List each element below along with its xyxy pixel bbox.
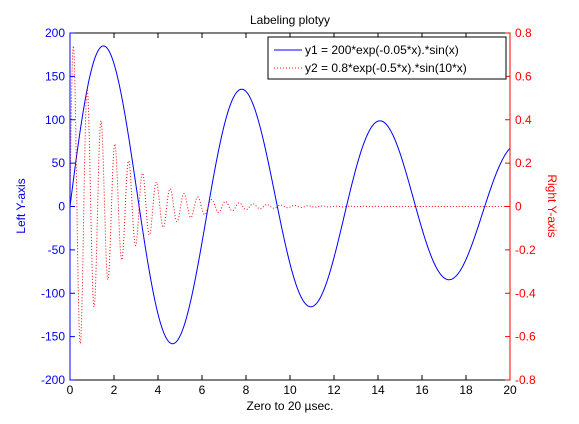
y-left-tick-label: 50 <box>52 156 66 170</box>
x-tick-label: 16 <box>415 383 429 397</box>
y-right-tick-label: 0.4 <box>515 113 532 127</box>
legend: y1 = 200*exp(-0.05*x).*sin(x) y2 = 0.8*e… <box>267 36 507 80</box>
axes-layer: 0 2 4 6 8 10 12 14 16 18 20 -200 -150 -100 -50 0 50 100 15… <box>41 26 536 397</box>
plot-area <box>69 32 511 381</box>
chart-title: Labeling plotyy <box>250 13 330 27</box>
x-axis-label: Zero to 20 µsec. <box>247 399 334 413</box>
x-tick-label: 4 <box>155 383 162 397</box>
y-left-tick-label: 150 <box>45 69 65 83</box>
y-right-tick-label: -0.8 <box>515 373 536 387</box>
x-tick-label: 10 <box>283 383 297 397</box>
left-y-axis-label: Left Y-axis <box>14 178 28 233</box>
y-left-tick-label: 100 <box>45 113 65 127</box>
legend-box <box>267 36 507 80</box>
y-right-tick-label: -0.2 <box>515 243 536 257</box>
x-tick-label: 8 <box>243 383 250 397</box>
y-right-tick-label: 0.8 <box>515 26 532 40</box>
y-left-tick-label: 200 <box>45 26 65 40</box>
y-right-tick-label: -0.4 <box>515 286 536 300</box>
y-left-tick-label: -200 <box>41 373 65 387</box>
x-tick-label: 20 <box>503 383 517 397</box>
x-tick-label: 14 <box>371 383 385 397</box>
y-left-tick-label: -150 <box>41 330 65 344</box>
series-y1-line <box>69 45 511 345</box>
y-right-tick-label: 0.2 <box>515 156 532 170</box>
y-left-tick-label: -50 <box>48 243 66 257</box>
y-right-tick-label: 0 <box>515 200 522 214</box>
x-tick-label: 18 <box>459 383 473 397</box>
x-tick-label: 0 <box>67 383 74 397</box>
y-left-tick-label: -100 <box>41 286 65 300</box>
series-layer <box>69 44 511 345</box>
right-y-axis-label: Right Y-axis <box>545 174 559 237</box>
series-y2-line <box>69 44 510 345</box>
legend-entry-y2: y2 = 0.8*exp(-0.5*x).*sin(10*x) <box>305 61 467 75</box>
x-tick-label: 2 <box>111 383 118 397</box>
x-tick-label: 12 <box>327 383 341 397</box>
y-right-tick-label: -0.6 <box>515 330 536 344</box>
y-left-tick-label: 0 <box>58 200 65 214</box>
y-right-tick-label: 0.6 <box>515 69 532 83</box>
x-tick-label: 6 <box>199 383 206 397</box>
legend-entry-y1: y1 = 200*exp(-0.05*x).*sin(x) <box>305 43 459 57</box>
